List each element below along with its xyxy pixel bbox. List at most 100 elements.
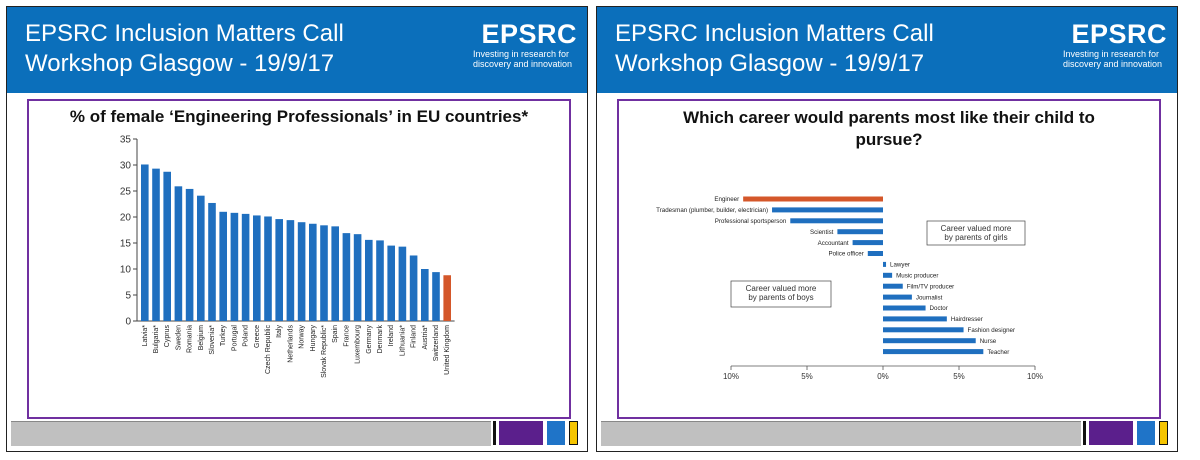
footer-yellow-block	[1159, 421, 1168, 445]
y-tick-label: 10	[120, 265, 132, 276]
x-tick-label: Luxembourg	[355, 325, 362, 364]
bar	[197, 195, 205, 321]
bar	[883, 261, 887, 267]
footer-bar	[11, 421, 491, 446]
x-tick-label: Belgium	[198, 325, 205, 350]
x-tick-label: Cyprus	[164, 325, 171, 348]
logo-tagline: Investing in research for discovery and …	[1063, 49, 1163, 69]
x-tick-label: Germany	[366, 325, 373, 354]
x-tick-label: Sweden	[175, 325, 182, 350]
annotation-box	[926, 220, 1026, 246]
category-label: Film/TV producer	[907, 283, 954, 290]
bar	[309, 223, 317, 321]
footer-bar	[601, 421, 1081, 446]
bar	[432, 272, 440, 321]
content-frame: Which career would parents most like the…	[617, 99, 1161, 419]
x-tick-label: France	[343, 325, 350, 347]
category-label: Accountant	[818, 240, 849, 247]
bar	[163, 171, 171, 321]
bar	[883, 316, 947, 322]
bar	[185, 188, 194, 321]
x-tick-label: Bulgaria*	[153, 325, 160, 354]
x-tick-label: 5%	[801, 372, 813, 381]
bar	[297, 222, 306, 321]
category-label: Fashion designer	[968, 327, 1015, 334]
bar	[230, 212, 239, 321]
bar	[883, 272, 893, 278]
x-tick-label: Ireland	[388, 325, 395, 347]
bar	[253, 215, 261, 321]
female-engineers-bar-chart: 0 5 10 15 20 25 30 35 Latvia* Bulgaria* Cyprus Swed…	[120, 135, 455, 378]
bar	[141, 164, 149, 321]
bar	[365, 239, 373, 321]
logo-word: EPSRC	[481, 19, 577, 49]
y-tick-label: 5	[125, 291, 131, 302]
bar	[443, 275, 451, 321]
bar	[837, 229, 883, 235]
bar	[152, 168, 160, 321]
chart-title: Which career would parents most like the…	[683, 108, 1095, 149]
x-tick-label: Turkey	[220, 325, 227, 347]
bar	[883, 327, 964, 333]
x-tick-label: Latvia*	[142, 325, 149, 347]
annotation-text: Career valued more by parents of boys	[746, 284, 817, 302]
category-label: Journalist	[916, 294, 943, 301]
x-tick-label: Czech Republic	[265, 325, 272, 375]
bar	[241, 213, 250, 321]
footer-divider	[1083, 421, 1086, 445]
bar	[790, 218, 883, 224]
x-tick-label: Slovak Republic*	[321, 325, 328, 378]
category-label: Music producer	[896, 273, 938, 280]
slide-header: EPSRC Inclusion Matters Call Workshop Gl…	[7, 7, 587, 93]
category-label: Doctor	[930, 305, 948, 312]
footer-yellow-block	[569, 421, 578, 445]
x-tick-label: 10%	[1027, 372, 1043, 381]
bar	[883, 338, 976, 344]
chart-title: % of female ‘Engineering Professionals’ …	[69, 107, 529, 126]
footer-divider	[493, 421, 496, 445]
bar	[320, 225, 328, 321]
x-tick-label: Netherlands	[287, 325, 294, 363]
epsrc-logo: EPSRC Investing in research for discover…	[1057, 19, 1167, 70]
x-tick-label: 10%	[723, 372, 739, 381]
bar	[174, 186, 183, 321]
x-tick-label: Portugal	[231, 325, 238, 352]
x-tick-label: Norway	[299, 325, 306, 349]
x-tick-label: 0%	[877, 372, 889, 381]
x-tick-label: Slovenia*	[209, 325, 216, 355]
bar	[398, 246, 407, 321]
category-label: Teacher	[987, 349, 1009, 356]
y-tick-label: 15	[120, 239, 132, 250]
footer-purple-block	[499, 421, 543, 445]
bar	[409, 255, 418, 321]
category-label: Engineer	[714, 196, 739, 203]
footer-purple-block	[1089, 421, 1133, 445]
bar	[331, 226, 339, 321]
x-tick-label: Finland	[411, 325, 418, 348]
y-tick-label: 30	[120, 161, 132, 172]
bar	[883, 294, 912, 300]
category-label: Police officer	[828, 251, 863, 258]
x-tick-label: Italy	[276, 325, 283, 338]
logo-tagline: Investing in research for discovery and …	[473, 49, 573, 69]
footer-blue-block	[1137, 421, 1155, 445]
slide-right: EPSRC Inclusion Matters Call Workshop Gl…	[596, 6, 1178, 452]
x-tick-label: United Kingdom	[444, 325, 451, 375]
bar	[264, 216, 272, 321]
bar	[219, 211, 227, 321]
x-tick-label: Lithuania*	[399, 325, 406, 356]
category-label: Professional sportsperson	[715, 218, 787, 225]
x-tick-label: Austria*	[422, 325, 429, 350]
category-label: Scientist	[810, 229, 834, 236]
footer-blue-block	[547, 421, 565, 445]
header-title: EPSRC Inclusion Matters Call Workshop Gl…	[615, 20, 934, 77]
bar	[883, 283, 903, 289]
slide-left: EPSRC Inclusion Matters Call Workshop Gl…	[6, 6, 588, 452]
bar	[387, 245, 395, 321]
bar	[743, 196, 883, 202]
content-frame: % of female ‘Engineering Professionals’ …	[27, 99, 571, 419]
bar	[883, 305, 926, 311]
bar	[342, 233, 351, 321]
category-label: Lawyer	[890, 262, 910, 269]
logo-word: EPSRC	[1071, 19, 1167, 49]
